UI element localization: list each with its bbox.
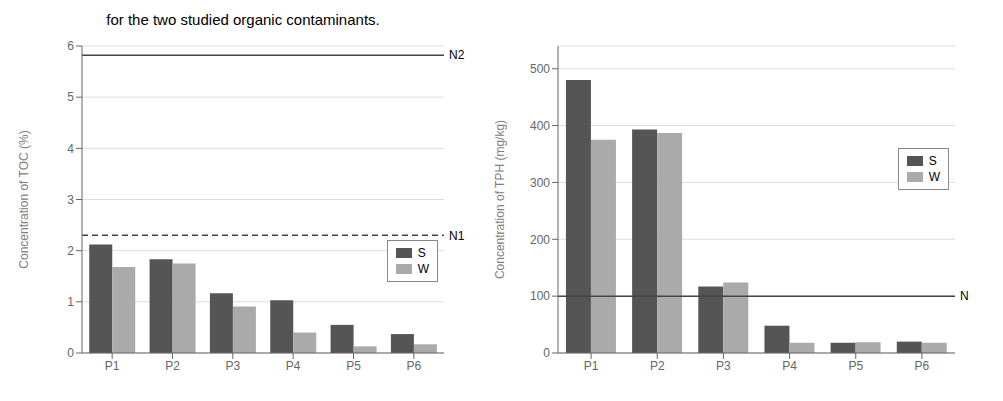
svg-text:4: 4 xyxy=(67,142,74,156)
svg-text:3: 3 xyxy=(67,193,74,207)
svg-text:400: 400 xyxy=(530,119,550,133)
svg-text:N: N xyxy=(960,289,969,303)
svg-text:500: 500 xyxy=(530,62,550,76)
svg-text:200: 200 xyxy=(530,233,550,247)
svg-text:P3: P3 xyxy=(716,359,731,373)
svg-text:P6: P6 xyxy=(406,359,421,373)
html-text:W: W xyxy=(928,169,940,184)
svg-text:P2: P2 xyxy=(650,359,665,373)
svg-text:0: 0 xyxy=(543,346,550,360)
svg-text:P2: P2 xyxy=(165,359,180,373)
svg-text:1: 1 xyxy=(67,295,74,309)
html-text:for the two studied organic co: for the two studied organic contaminants… xyxy=(106,11,380,28)
html-text:S: S xyxy=(928,153,937,168)
html-text:S: S xyxy=(417,245,426,260)
svg-text:P4: P4 xyxy=(782,359,797,373)
svg-text:5: 5 xyxy=(67,90,74,104)
svg-text:0: 0 xyxy=(67,346,74,360)
svg-text:P1: P1 xyxy=(105,359,120,373)
svg-text:6: 6 xyxy=(67,39,74,53)
svg-text:P1: P1 xyxy=(584,359,599,373)
svg-text:Concentration of TOC (%): Concentration of TOC (%) xyxy=(17,130,31,268)
svg-text:Concentration of TPH (mg/kg): Concentration of TPH (mg/kg) xyxy=(493,120,507,279)
svg-text:P5: P5 xyxy=(848,359,863,373)
svg-text:P5: P5 xyxy=(346,359,361,373)
svg-text:100: 100 xyxy=(530,289,550,303)
html-text:W: W xyxy=(417,261,429,276)
svg-text:300: 300 xyxy=(530,176,550,190)
svg-text:N1: N1 xyxy=(449,229,465,243)
svg-text:P3: P3 xyxy=(225,359,240,373)
svg-text:2: 2 xyxy=(67,244,74,258)
svg-text:N2: N2 xyxy=(449,48,465,62)
svg-text:P6: P6 xyxy=(915,359,930,373)
svg-text:P4: P4 xyxy=(286,359,301,373)
